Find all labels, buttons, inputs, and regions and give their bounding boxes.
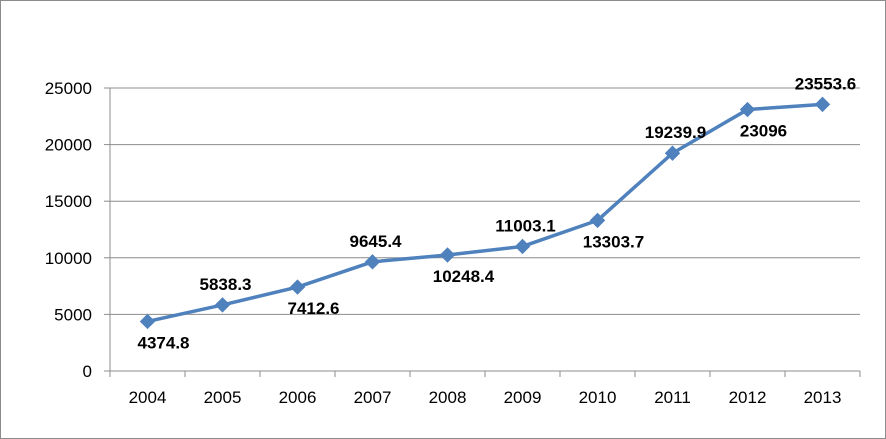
y-tick-label-10000: 10000 — [45, 249, 92, 268]
data-label-2006: 7412.6 — [288, 299, 340, 318]
data-label-2009: 11003.1 — [495, 216, 556, 235]
x-tick-label-2013: 2013 — [804, 388, 842, 407]
y-tick-label-0: 0 — [83, 362, 92, 381]
data-label-2010: 13303.7 — [583, 232, 644, 251]
x-tick-label-2008: 2008 — [429, 388, 467, 407]
data-point-2008 — [439, 247, 456, 263]
x-tick-label-2006: 2006 — [279, 388, 317, 407]
data-point-2004 — [139, 313, 156, 330]
data-point-2010 — [589, 212, 606, 229]
data-label-2007: 9645.4 — [350, 232, 403, 251]
data-point-2007 — [364, 254, 381, 270]
series-line — [147, 102, 823, 324]
data-point-2013 — [814, 96, 831, 113]
data-label-2004: 4374.8 — [138, 333, 190, 352]
x-tick-label-2012: 2012 — [729, 388, 767, 407]
x-tick-label-2011: 2011 — [654, 388, 691, 407]
data-label-2008: 10248.4 — [433, 267, 495, 286]
data-point-2005 — [214, 297, 231, 313]
data-point-2012 — [739, 101, 756, 118]
data-point-2011 — [664, 145, 681, 161]
data-label-2013: 23553.6 — [795, 74, 856, 93]
y-tick-label-15000: 15000 — [45, 192, 92, 211]
data-point-2006 — [289, 279, 306, 295]
x-tick-label-2009: 2009 — [504, 388, 542, 407]
y-tick-label-5000: 5000 — [54, 305, 92, 324]
data-point-2009 — [514, 238, 531, 255]
x-tick-label-2010: 2010 — [579, 388, 617, 407]
data-label-2005: 5838.3 — [200, 275, 252, 294]
data-label-2011: 19239.9 — [645, 123, 706, 142]
x-tick-label-2005: 2005 — [204, 388, 242, 407]
x-tick-label-2004: 2004 — [129, 388, 167, 407]
data-label-2012: 23096 — [740, 122, 787, 141]
y-tick-label-25000: 25000 — [45, 79, 92, 98]
x-tick-label-2007: 2007 — [354, 388, 392, 407]
y-tick-label-20000: 20000 — [45, 136, 92, 155]
